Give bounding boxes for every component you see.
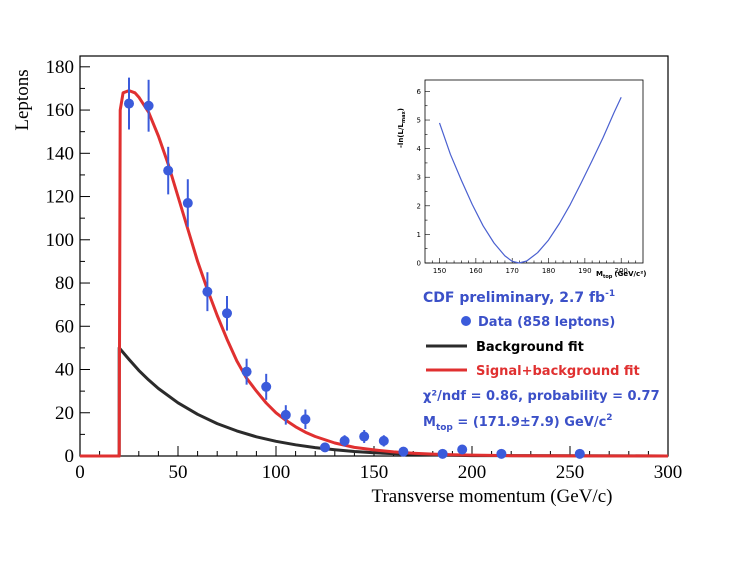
inset-y-tick-label: 4 [417,145,422,153]
main-data-points [124,77,585,459]
x-tick-label: 200 [458,462,487,483]
data-point [182,198,193,209]
legend-item-background: Background fit [476,340,584,355]
inset-x-tick-label: 200 [615,267,628,275]
data-point [241,366,252,377]
likelihood-curve [438,96,622,264]
x-tick-label: 100 [262,462,291,483]
legend-stat-line: χ²/ndf = 0.86, probability = 0.77 [423,389,660,404]
data-point [574,448,585,459]
data-point [202,286,213,297]
data-point [163,165,174,176]
y-tick-label: 80 [55,273,74,294]
inset-y-tick-label: 5 [417,117,421,125]
x-tick-label: 50 [169,462,188,483]
data-point [359,431,370,442]
legend: CDF preliminary, 2.7 fb-1 Data (858 lept… [423,289,660,433]
main-x-axis-title: Transverse momentum (GeV/c) [372,486,613,507]
legend-mtop-prefix: M [423,415,436,430]
data-point [124,98,134,109]
y-tick-label: 180 [46,57,75,78]
inset-x-tick-label: 180 [542,267,555,275]
inset-y-tick-label: 1 [417,231,421,239]
inset-y-axis-title-sub: max [401,110,407,123]
inset-x-axis-title-main: M [596,270,603,278]
inset-y-tick-label: 2 [417,202,421,210]
data-point [496,448,507,459]
inset-plot-frame [424,79,644,264]
inset-x-tick-label: 190 [578,267,591,275]
legend-mtop-line: Mtop = (171.9±7.9) GeV/c2 [423,413,613,433]
data-point [378,435,389,446]
main-y-axis-title: Leptons [12,69,33,130]
inset-y-axis-title: -ln(L/Lmax) [397,108,407,148]
inset-axis-ticks: 150 160 170 180 190 200 0 1 2 3 4 5 6 [417,88,637,275]
data-point [222,308,232,319]
data-point [143,100,154,111]
y-tick-label: 100 [46,230,75,251]
y-tick-label: 40 [55,360,74,381]
legend-title: CDF preliminary, 2.7 fb-1 [423,289,615,306]
legend-title-sup: -1 [605,289,615,299]
data-point [320,442,330,453]
inset-x-tick-label: 150 [433,267,446,275]
y-tick-label: 60 [55,316,74,337]
legend-title-main: CDF preliminary, 2.7 fb [423,290,605,306]
x-tick-label: 0 [75,462,85,483]
y-tick-label: 160 [46,100,75,121]
y-tick-label: 140 [46,143,75,164]
legend-mtop-value: = (171.9±7.9) GeV/c [453,415,606,430]
data-point [280,409,291,420]
inset-x-tick-label: 160 [469,267,482,275]
data-point [437,448,448,459]
data-point [300,414,311,425]
legend-item-signal: Signal+background fit [476,364,640,379]
inset-x-axis-title: Mtop (GeV/c²) [596,270,646,280]
inset-x-tick-label: 170 [506,267,519,275]
data-point [457,444,468,455]
main-axis-ticks: 0 50 100 150 200 250 3000204060801001201401601… [46,57,683,483]
data-point [261,381,272,392]
inset-x-axis-title-unit: (GeV/c²) [614,270,646,278]
inset-y-axis-title-close: ) [397,108,405,111]
x-tick-label: 250 [556,462,585,483]
inset-y-tick-label: 6 [417,88,422,96]
inset-y-tick-label: 3 [417,174,421,182]
y-tick-label: 0 [65,446,75,467]
x-tick-label: 300 [654,462,683,483]
data-point [398,446,409,457]
legend-item-data: Data (858 leptons) [478,315,615,330]
legend-mtop-sub: top [436,423,453,433]
y-tick-label: 20 [55,403,74,424]
y-tick-label: 120 [46,187,75,208]
inset-y-axis-title-main: -ln(L/L [397,122,405,148]
legend-mtop-sup: 2 [606,413,612,423]
x-tick-label: 150 [360,462,389,483]
data-point [339,435,350,446]
legend-data-marker [461,316,471,326]
inset-x-axis-title-sub: top [603,274,613,280]
inset-y-tick-label: 0 [417,260,421,268]
inset-plot-marks [438,96,622,264]
